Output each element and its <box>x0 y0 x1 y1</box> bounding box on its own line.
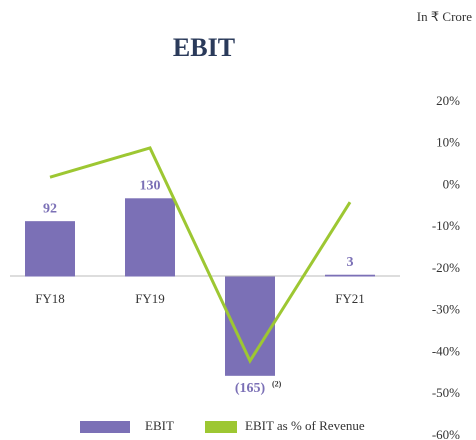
legend-swatch <box>205 421 237 433</box>
y2-tick-label: 20% <box>436 93 460 108</box>
x-tick-label: FY18 <box>35 291 65 306</box>
value-label: (165) <box>235 381 266 396</box>
y2-tick-label: -10% <box>432 218 460 233</box>
footnote-marker: (2) <box>272 380 282 389</box>
value-label: 92 <box>43 201 57 216</box>
y2-tick-label: -20% <box>432 260 460 275</box>
legend-label: EBIT as % of Revenue <box>245 418 365 433</box>
y2-tick-label: -50% <box>432 385 460 400</box>
y2-tick-label: -40% <box>432 343 460 358</box>
x-tick-label: FY21 <box>335 291 365 306</box>
line <box>49 146 352 364</box>
bar <box>25 221 75 277</box>
y2-tick-label: 10% <box>436 135 460 150</box>
chart-title: EBIT <box>173 33 235 62</box>
x-tick-label: FY19 <box>135 291 165 306</box>
legend-label: EBIT <box>145 418 174 433</box>
value-label: 130 <box>140 179 161 194</box>
value-label: 3 <box>347 255 354 270</box>
y2-tick-label: -60% <box>432 427 460 440</box>
bar <box>325 274 375 277</box>
y2-tick-label: 0% <box>443 176 461 191</box>
y2-tick-label: -30% <box>432 302 460 317</box>
unit-note: In ₹ Crore <box>417 9 472 24</box>
bar <box>125 198 175 277</box>
legend-swatch <box>80 421 130 433</box>
